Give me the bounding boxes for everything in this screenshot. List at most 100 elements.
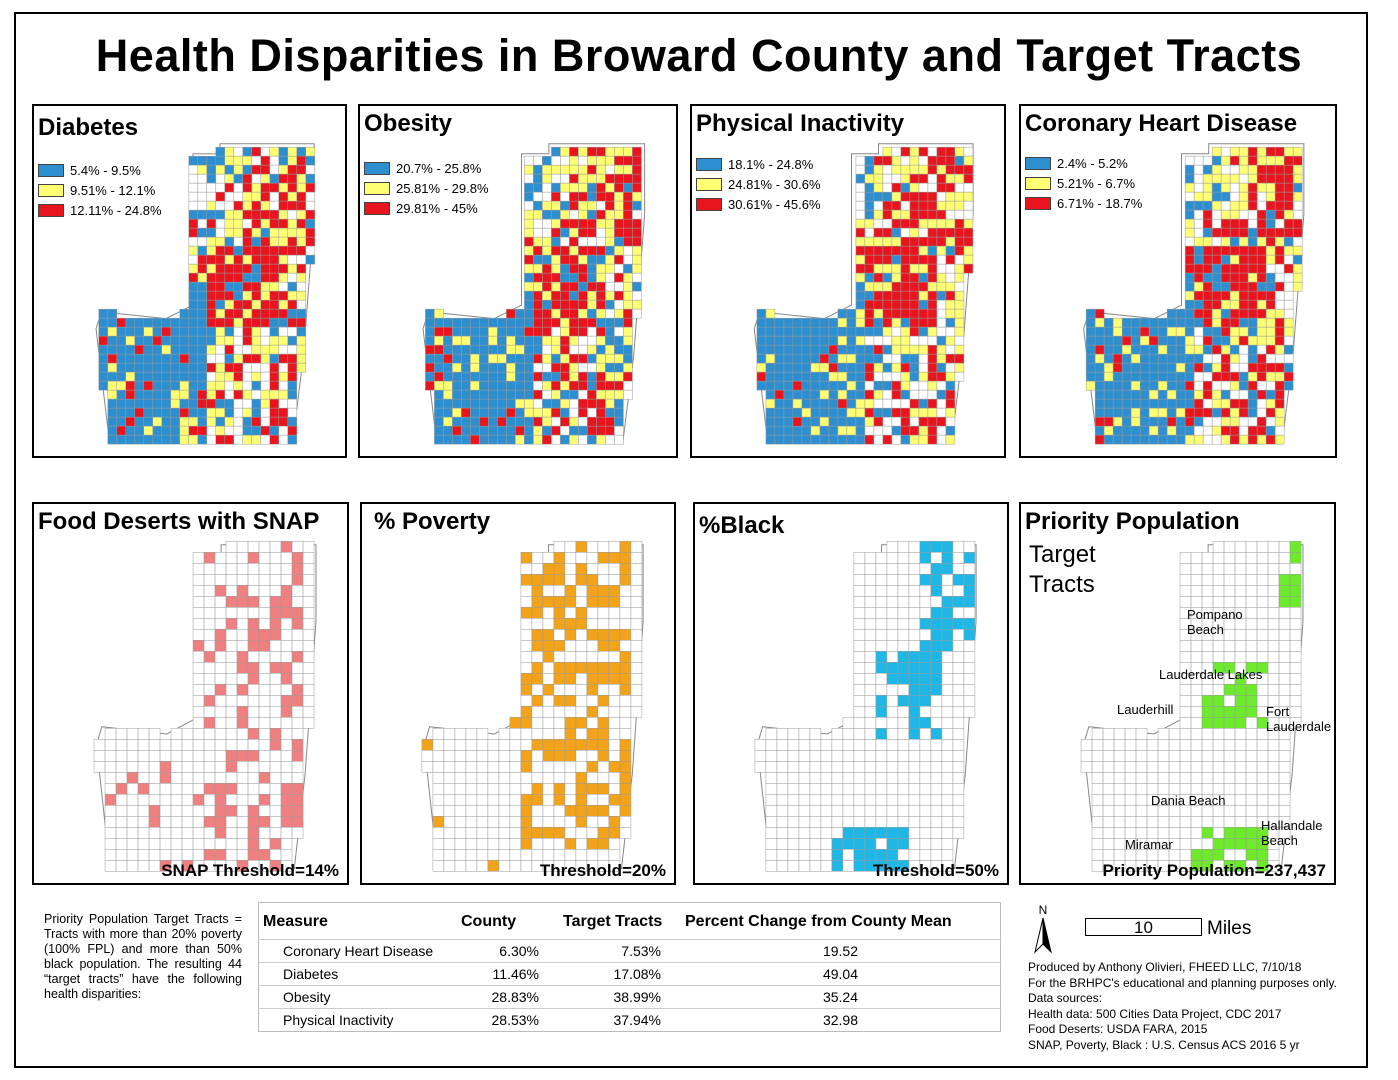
census-tract xyxy=(1283,272,1294,283)
census-tract xyxy=(258,849,271,861)
census-tract xyxy=(542,805,555,817)
census-tract xyxy=(98,362,109,373)
census-tract xyxy=(98,353,109,364)
census-tract xyxy=(765,794,778,806)
census-tract xyxy=(765,308,776,319)
census-tract xyxy=(596,236,606,247)
census-tract xyxy=(1179,849,1192,861)
census-tract xyxy=(586,739,599,751)
census-tract xyxy=(1193,191,1204,202)
census-tract xyxy=(224,362,235,373)
census-tract xyxy=(909,155,920,166)
census-tract xyxy=(578,209,588,220)
census-tract xyxy=(215,353,226,364)
census-tract xyxy=(820,783,833,795)
census-tract xyxy=(1267,640,1280,652)
census-tract xyxy=(882,371,893,382)
census-tract xyxy=(125,317,136,328)
census-tract xyxy=(170,434,181,445)
census-tract xyxy=(597,607,610,619)
census-tract xyxy=(203,750,216,762)
census-tract xyxy=(1184,173,1195,184)
census-tract xyxy=(564,750,577,762)
census-tract xyxy=(236,761,249,773)
census-tract xyxy=(1278,794,1291,806)
census-tract xyxy=(161,416,172,427)
census-tract xyxy=(269,164,280,175)
census-tract xyxy=(936,344,947,355)
census-tract xyxy=(614,227,624,238)
census-tract xyxy=(1202,416,1213,427)
census-tract xyxy=(596,353,606,364)
census-tract xyxy=(291,640,304,652)
census-tract xyxy=(1211,362,1222,373)
census-tract xyxy=(1247,308,1258,319)
census-tract xyxy=(533,209,543,220)
census-tract xyxy=(143,434,154,445)
census-tract xyxy=(515,353,525,364)
census-tract xyxy=(909,326,920,337)
census-tract xyxy=(837,407,848,418)
census-tract xyxy=(1289,640,1302,652)
census-tract xyxy=(225,651,238,663)
census-tract xyxy=(941,816,954,828)
census-tract xyxy=(875,684,888,696)
census-tract xyxy=(1229,362,1240,373)
census-tract xyxy=(605,146,615,157)
census-tract xyxy=(1247,263,1258,274)
census-tract xyxy=(1103,353,1114,364)
census-tract xyxy=(575,651,588,663)
panel-obesity: Obesity 20.7% - 25.8% 25.81% - 29.8% 29.… xyxy=(358,104,678,458)
census-tract xyxy=(1202,236,1213,247)
census-tract xyxy=(152,371,163,382)
panel-footer: Threshold=20% xyxy=(539,861,666,880)
census-tract xyxy=(170,317,181,328)
census-tract xyxy=(873,416,884,427)
census-tract xyxy=(586,662,599,674)
census-tract xyxy=(278,290,289,301)
census-tract xyxy=(828,407,839,418)
census-tract xyxy=(125,335,136,346)
census-tract xyxy=(864,662,877,674)
census-tract xyxy=(623,236,633,247)
census-tract xyxy=(280,585,293,597)
census-tract xyxy=(1103,398,1114,409)
census-tract xyxy=(1179,596,1192,608)
census-tract xyxy=(927,389,938,400)
census-tract xyxy=(927,371,938,382)
census-tract xyxy=(251,416,262,427)
census-tract xyxy=(941,662,954,674)
census-tract xyxy=(258,750,271,762)
census-tract xyxy=(1201,838,1214,850)
census-tract xyxy=(596,263,606,274)
census-tract xyxy=(569,299,579,310)
census-tract xyxy=(1238,353,1249,364)
census-tract xyxy=(936,173,947,184)
census-tract xyxy=(963,673,976,685)
census-tract xyxy=(214,629,227,641)
census-tract xyxy=(551,380,561,391)
census-tract xyxy=(820,805,833,817)
census-tract xyxy=(1202,200,1213,211)
census-tract xyxy=(560,317,570,328)
census-tract xyxy=(247,750,260,762)
census-tract xyxy=(269,761,282,773)
map-priority xyxy=(1080,541,1304,872)
census-tract xyxy=(1166,380,1177,391)
census-tract xyxy=(1245,805,1258,817)
census-tract xyxy=(233,263,244,274)
census-tract xyxy=(630,596,643,608)
census-tract xyxy=(891,308,902,319)
census-tract xyxy=(900,227,911,238)
census-tract xyxy=(560,326,570,337)
census-tract xyxy=(1102,849,1115,861)
census-tract xyxy=(1278,684,1291,696)
census-tract xyxy=(1247,146,1258,157)
census-tract xyxy=(846,335,857,346)
census-tract xyxy=(853,662,866,674)
census-tract xyxy=(1274,263,1285,274)
census-tract xyxy=(203,761,216,773)
census-tract xyxy=(930,794,943,806)
census-tract xyxy=(776,761,789,773)
census-tract xyxy=(569,425,579,436)
